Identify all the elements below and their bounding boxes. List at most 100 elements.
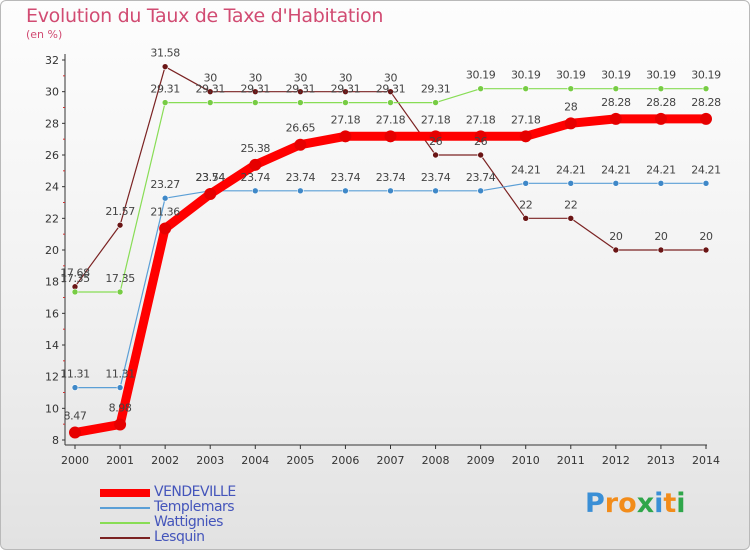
x-tick-label: 2001 xyxy=(106,454,134,467)
data-label-templemars: 23.27 xyxy=(150,178,180,191)
data-label-vendeville: 26.65 xyxy=(286,122,316,135)
data-label-vendeville: 28.28 xyxy=(691,96,721,109)
chart-title: Evolution du Taux de Taxe d'Habitation xyxy=(26,5,384,27)
data-label-lesquin: 30 xyxy=(204,72,218,85)
data-label-vendeville: 27.18 xyxy=(331,113,361,126)
data-label-lesquin: 20 xyxy=(609,230,623,243)
legend-swatch xyxy=(100,522,150,524)
x-tick-label: 2007 xyxy=(377,454,405,467)
data-point-templemars xyxy=(297,187,304,195)
x-tick-label: 2011 xyxy=(557,454,585,467)
data-point-wattignies xyxy=(387,99,394,106)
data-label-lesquin: 30 xyxy=(339,72,353,85)
legend-label: VENDEVILLE xyxy=(154,484,236,500)
logo-letter: x xyxy=(636,488,655,519)
data-point-vendeville xyxy=(474,130,487,143)
data-label-vendeville: 28 xyxy=(564,100,578,113)
x-tick-label: 2012 xyxy=(602,454,630,467)
x-tick-label: 2000 xyxy=(61,454,89,467)
x-tick-label: 2013 xyxy=(647,454,675,467)
data-point-templemars xyxy=(71,384,79,391)
data-label-lesquin: 21.57 xyxy=(105,205,135,218)
y-tick-label: 18 xyxy=(45,276,59,289)
data-point-lesquin xyxy=(567,215,575,222)
data-label-templemars: 23.74 xyxy=(331,171,361,184)
logo-letter: i xyxy=(676,488,686,519)
data-point-lesquin xyxy=(432,151,439,159)
data-point-wattignies xyxy=(522,85,530,92)
data-point-templemars xyxy=(477,187,484,195)
data-point-lesquin xyxy=(161,63,169,70)
data-label-lesquin: 22 xyxy=(519,198,532,211)
data-point-wattignies xyxy=(702,85,710,92)
data-label-wattignies: 30.19 xyxy=(691,69,721,82)
data-point-wattignies xyxy=(612,85,620,92)
data-point-templemars xyxy=(387,187,394,195)
data-point-wattignies xyxy=(206,99,214,106)
x-tick-label: 2008 xyxy=(422,454,450,467)
data-label-vendeville: 21.36 xyxy=(150,205,180,218)
data-label-lesquin: 20 xyxy=(699,230,713,243)
legend-swatch xyxy=(100,537,150,539)
data-label-lesquin: 22 xyxy=(564,198,577,211)
data-point-wattignies xyxy=(567,85,575,92)
logo-letter: P xyxy=(585,488,605,519)
data-label-vendeville: 27.18 xyxy=(421,113,451,126)
data-label-wattignies: 30.19 xyxy=(511,69,541,82)
data-label-wattignies: 30.19 xyxy=(466,69,496,82)
data-label-lesquin: 20 xyxy=(654,230,668,243)
data-point-lesquin xyxy=(477,151,484,159)
data-label-wattignies: 29.31 xyxy=(150,83,180,96)
y-tick-label: 22 xyxy=(45,212,59,225)
legend-label: Lesquin xyxy=(154,529,205,545)
data-point-vendeville xyxy=(294,138,307,151)
data-point-wattignies xyxy=(342,99,349,106)
y-tick-label: 8 xyxy=(52,434,59,447)
data-label-wattignies: 29.31 xyxy=(241,83,271,96)
data-label-lesquin: 30 xyxy=(249,72,263,85)
y-tick-label: 24 xyxy=(45,181,59,194)
data-point-wattignies xyxy=(251,99,259,106)
legend-label: Wattignies xyxy=(154,514,223,530)
y-tick-label: 28 xyxy=(45,117,59,130)
data-label-wattignies: 29.31 xyxy=(331,83,361,96)
data-label-templemars: 23.74 xyxy=(376,171,406,184)
data-label-vendeville: 28.28 xyxy=(646,96,676,109)
data-label-vendeville: 25.38 xyxy=(241,142,271,155)
data-point-wattignies xyxy=(477,85,484,92)
data-label-templemars: 23.74 xyxy=(421,171,451,184)
data-label-templemars: 23.74 xyxy=(286,171,316,184)
logo-letter: t xyxy=(663,488,677,519)
data-point-templemars xyxy=(116,384,124,391)
logo-letter: r xyxy=(604,488,619,519)
x-tick-label: 2004 xyxy=(241,454,269,467)
logo-letter: i xyxy=(654,488,664,519)
data-point-lesquin xyxy=(342,88,349,95)
data-point-vendeville xyxy=(700,112,712,125)
data-label-vendeville: 27.18 xyxy=(466,113,496,126)
data-point-wattignies xyxy=(297,99,304,106)
data-point-lesquin xyxy=(702,246,710,254)
data-point-templemars xyxy=(161,194,169,202)
data-point-vendeville xyxy=(564,117,577,130)
data-label-templemars: 24.21 xyxy=(646,163,676,176)
data-point-templemars xyxy=(432,187,439,195)
data-point-vendeville xyxy=(204,187,217,200)
data-point-vendeville xyxy=(384,130,397,143)
data-point-wattignies xyxy=(116,288,124,296)
data-point-lesquin xyxy=(297,88,304,95)
data-point-templemars xyxy=(657,180,665,187)
data-point-vendeville xyxy=(654,112,667,125)
y-tick-label: 30 xyxy=(45,86,59,99)
logo-letter: o xyxy=(618,488,637,519)
data-label-vendeville: 27.18 xyxy=(376,113,406,126)
chart-subtitle: (en %) xyxy=(26,28,63,41)
y-tick-label: 10 xyxy=(45,402,59,415)
data-label-lesquin: 26 xyxy=(474,135,488,148)
data-point-templemars xyxy=(251,187,259,195)
data-label-lesquin: 30 xyxy=(384,72,398,85)
data-point-lesquin xyxy=(612,246,620,254)
data-label-wattignies: 29.31 xyxy=(421,83,451,96)
data-label-wattignies: 29.31 xyxy=(376,83,406,96)
data-label-wattignies: 29.31 xyxy=(195,83,225,96)
